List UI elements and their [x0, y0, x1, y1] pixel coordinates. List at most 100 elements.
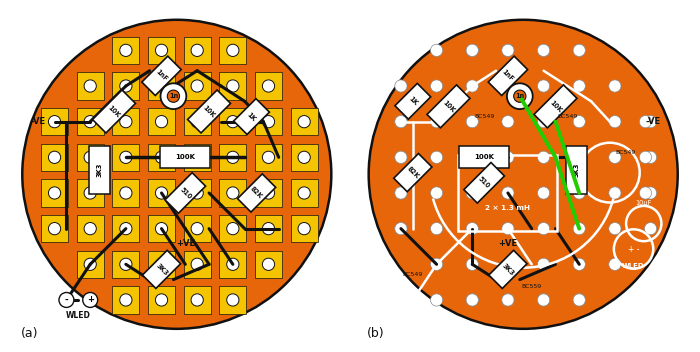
FancyBboxPatch shape [234, 99, 270, 134]
Text: 82K: 82K [249, 186, 264, 200]
Circle shape [84, 258, 97, 270]
FancyBboxPatch shape [183, 215, 211, 242]
Circle shape [84, 115, 97, 128]
Circle shape [84, 80, 97, 92]
Circle shape [155, 294, 167, 306]
Circle shape [227, 151, 239, 163]
Circle shape [609, 258, 621, 270]
FancyBboxPatch shape [165, 173, 206, 213]
Circle shape [395, 187, 407, 199]
Circle shape [538, 80, 550, 92]
FancyBboxPatch shape [395, 83, 430, 119]
Circle shape [466, 222, 478, 235]
Circle shape [48, 222, 61, 235]
Circle shape [227, 80, 239, 92]
Circle shape [573, 44, 585, 56]
Circle shape [430, 187, 442, 199]
Circle shape [466, 294, 478, 306]
FancyBboxPatch shape [488, 56, 528, 95]
Circle shape [466, 44, 478, 56]
Text: 1n: 1n [515, 93, 524, 99]
Circle shape [514, 90, 526, 102]
FancyBboxPatch shape [427, 85, 470, 128]
Circle shape [395, 187, 407, 199]
Circle shape [120, 294, 132, 306]
FancyBboxPatch shape [160, 146, 211, 168]
Text: 3K3: 3K3 [573, 163, 580, 177]
FancyBboxPatch shape [112, 37, 139, 64]
Circle shape [502, 44, 514, 56]
Circle shape [262, 258, 274, 270]
FancyBboxPatch shape [219, 73, 246, 100]
Circle shape [430, 222, 442, 235]
Circle shape [298, 151, 310, 163]
FancyBboxPatch shape [148, 37, 175, 64]
Circle shape [191, 187, 203, 199]
Circle shape [59, 293, 74, 307]
FancyBboxPatch shape [255, 144, 282, 171]
FancyBboxPatch shape [255, 251, 282, 278]
Circle shape [538, 151, 550, 163]
Circle shape [395, 151, 407, 163]
Circle shape [227, 44, 239, 56]
Circle shape [167, 90, 179, 102]
FancyBboxPatch shape [237, 174, 276, 212]
FancyBboxPatch shape [183, 287, 211, 314]
FancyBboxPatch shape [183, 108, 211, 135]
Text: 100K: 100K [175, 154, 195, 160]
FancyBboxPatch shape [459, 146, 510, 168]
Text: -VE: -VE [30, 117, 45, 126]
Circle shape [645, 222, 657, 235]
Text: BC549: BC549 [474, 114, 494, 119]
Circle shape [538, 187, 550, 199]
Circle shape [191, 44, 203, 56]
Circle shape [538, 258, 550, 270]
Text: 1nF: 1nF [155, 69, 169, 83]
Circle shape [645, 187, 657, 199]
Circle shape [538, 44, 550, 56]
Circle shape [120, 44, 132, 56]
Circle shape [22, 20, 331, 329]
Text: WLED: WLED [66, 311, 91, 320]
Circle shape [430, 44, 442, 56]
Circle shape [502, 222, 514, 235]
Text: 100K: 100K [474, 154, 494, 160]
Text: + -: + - [628, 245, 639, 253]
Text: 3K3: 3K3 [154, 262, 169, 277]
FancyBboxPatch shape [148, 73, 175, 100]
Circle shape [639, 115, 652, 128]
Text: (b): (b) [367, 327, 384, 340]
Circle shape [645, 115, 657, 128]
FancyBboxPatch shape [219, 108, 246, 135]
Circle shape [430, 115, 442, 128]
Text: 3K3: 3K3 [97, 163, 102, 177]
Circle shape [227, 294, 239, 306]
Circle shape [191, 115, 203, 128]
Circle shape [155, 258, 167, 270]
FancyBboxPatch shape [148, 251, 175, 278]
Circle shape [395, 80, 407, 92]
FancyBboxPatch shape [112, 287, 139, 314]
Text: 510: 510 [477, 176, 491, 190]
Text: 10K: 10K [202, 104, 216, 119]
Text: -VE: -VE [645, 117, 661, 126]
Circle shape [191, 294, 203, 306]
Circle shape [502, 294, 514, 306]
Circle shape [120, 115, 132, 128]
FancyBboxPatch shape [255, 73, 282, 100]
FancyBboxPatch shape [92, 90, 136, 133]
FancyBboxPatch shape [290, 108, 318, 135]
FancyBboxPatch shape [112, 73, 139, 100]
FancyBboxPatch shape [89, 146, 110, 194]
FancyBboxPatch shape [219, 180, 246, 207]
Text: +VE: +VE [176, 239, 195, 249]
Circle shape [573, 187, 585, 199]
FancyBboxPatch shape [255, 215, 282, 242]
Text: BC559: BC559 [522, 284, 542, 289]
FancyBboxPatch shape [148, 108, 175, 135]
FancyBboxPatch shape [219, 251, 246, 278]
Circle shape [538, 115, 550, 128]
Circle shape [573, 115, 585, 128]
Circle shape [507, 83, 533, 109]
Circle shape [609, 151, 621, 163]
